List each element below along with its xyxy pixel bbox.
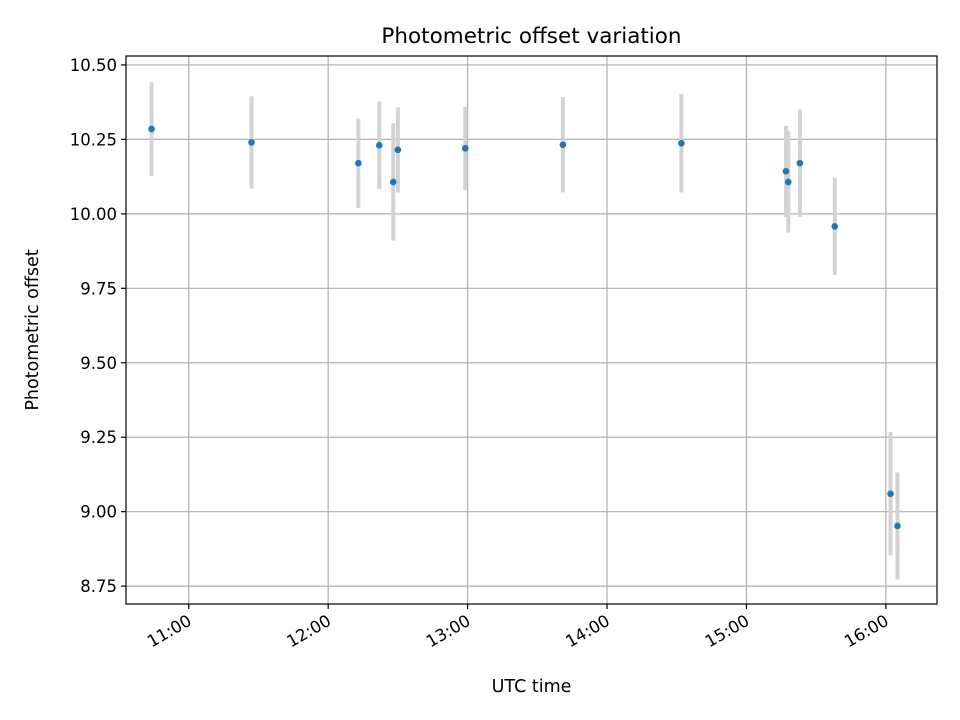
data-points [148, 125, 901, 530]
y-tick-label: 9.50 [80, 354, 117, 373]
y-ticks: 8.75 9.00 9.25 9.50 9.75 10.00 10.25 10.50 [70, 56, 126, 596]
data-point [559, 141, 567, 149]
y-tick-label: 10.50 [70, 56, 117, 75]
plot-frame [125, 55, 938, 605]
chart-title: Photometric offset variation [381, 24, 681, 49]
x-ticks: 11:00 12:00 13:00 14:00 15:00 16:00 [144, 604, 892, 651]
y-tick-label: 9.00 [80, 503, 117, 522]
grid [126, 56, 937, 604]
x-tick-label: 12:00 [283, 611, 334, 651]
data-point [784, 178, 792, 186]
x-tick-label: 15:00 [702, 611, 753, 651]
data-point [248, 139, 255, 146]
data-point [148, 125, 155, 133]
data-point [782, 167, 790, 175]
x-tick-label: 11:00 [144, 611, 195, 651]
data-point [678, 139, 685, 147]
data-point [355, 159, 362, 167]
x-axis-label: UTC time [492, 677, 572, 697]
x-tick-label: 16:00 [841, 611, 892, 651]
y-tick-label: 10.25 [70, 130, 117, 149]
data-point [831, 223, 839, 230]
error-bars [149, 82, 900, 580]
x-tick-label: 14:00 [562, 611, 613, 651]
data-point [389, 178, 397, 186]
y-axis-label: Photometric offset [23, 249, 43, 410]
y-tick-label: 9.75 [80, 279, 117, 298]
data-point [887, 490, 894, 498]
data-point [375, 142, 383, 149]
data-point [461, 145, 469, 152]
data-point [894, 522, 901, 530]
data-point [394, 146, 402, 154]
x-tick-label: 13:00 [423, 611, 474, 651]
y-tick-label: 9.25 [80, 428, 117, 447]
data-point [796, 159, 804, 167]
y-tick-label: 10.00 [70, 205, 117, 224]
y-tick-label: 8.75 [80, 577, 117, 596]
